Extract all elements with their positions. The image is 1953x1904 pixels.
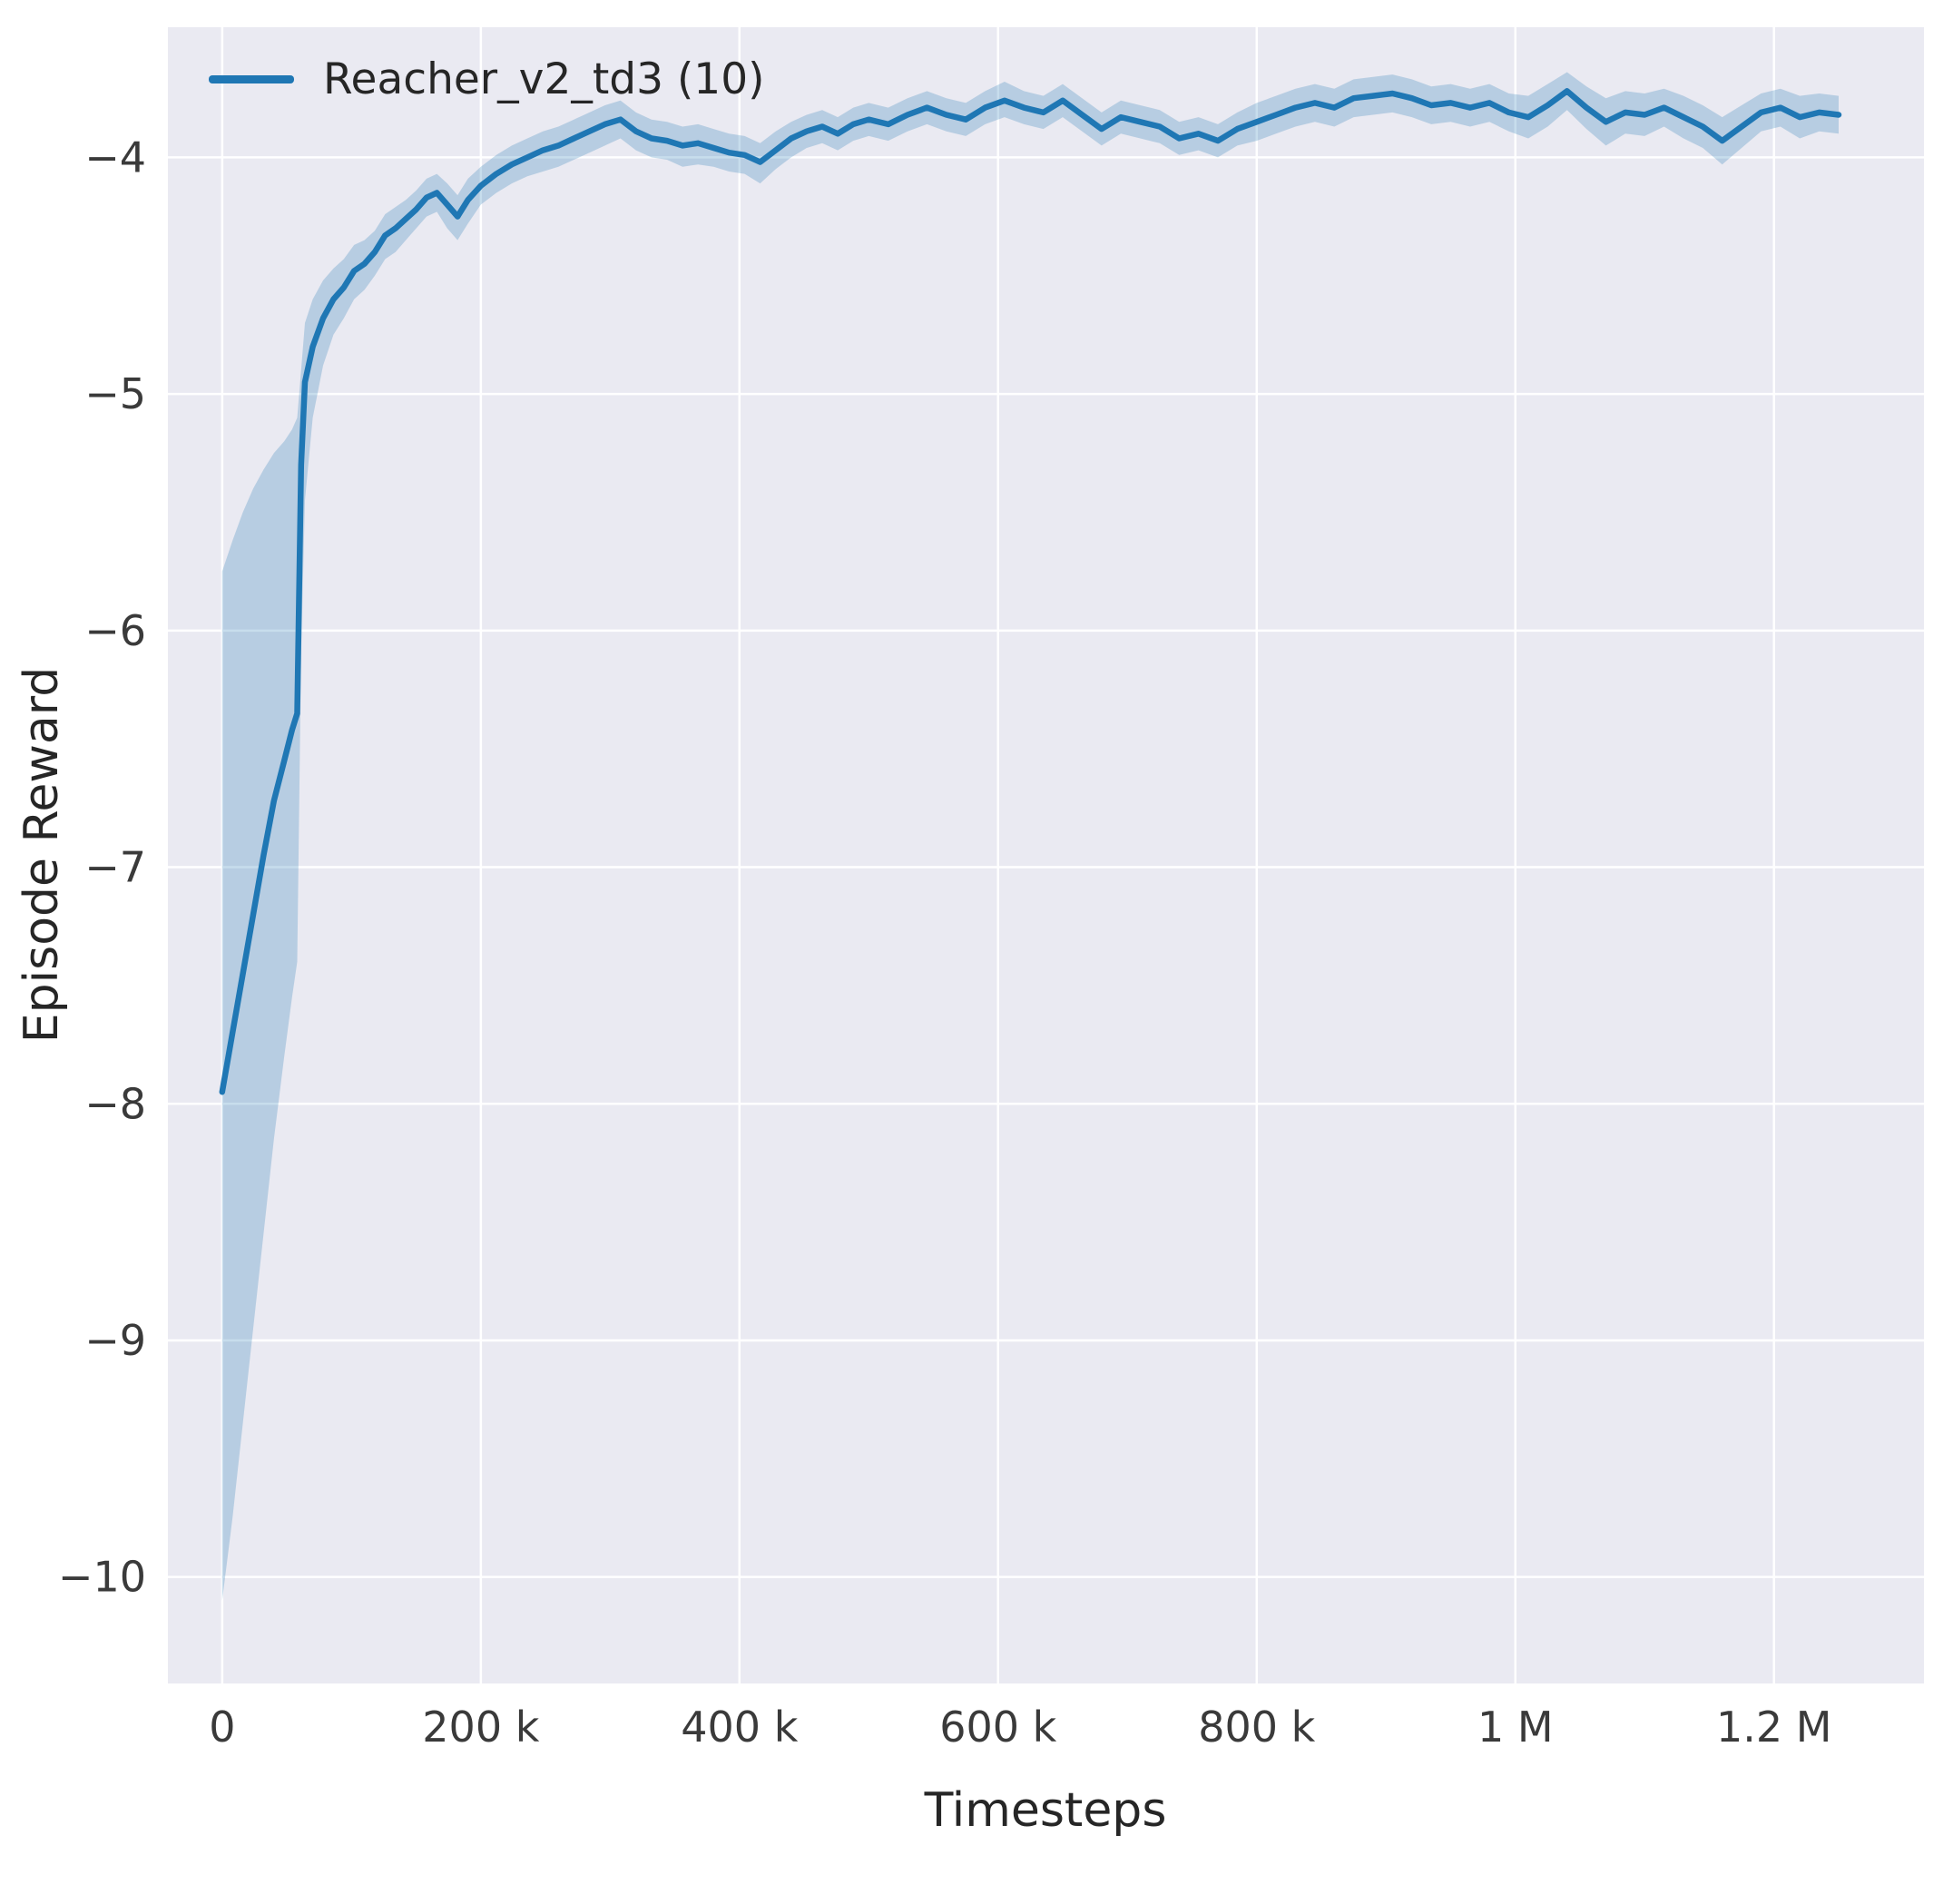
- y-axis-label: Episode Reward: [15, 666, 69, 1044]
- y-tick-label: −6: [84, 606, 146, 655]
- y-tick-label: −7: [84, 843, 146, 892]
- x-tick-label: 0: [209, 1703, 235, 1752]
- y-tick-label: −8: [84, 1079, 146, 1128]
- legend-line-swatch: [209, 75, 294, 83]
- y-tick-label: −9: [84, 1316, 146, 1365]
- y-tick-label: −5: [84, 369, 146, 418]
- y-tick-label: −10: [58, 1553, 146, 1602]
- x-tick-label: 1.2 M: [1716, 1703, 1831, 1752]
- x-tick-label: 800 k: [1198, 1703, 1315, 1752]
- plot-background: [168, 27, 1924, 1683]
- x-tick-label: 200 k: [422, 1703, 539, 1752]
- y-tick-label: −4: [84, 132, 146, 182]
- x-tick-label: 600 k: [939, 1703, 1056, 1752]
- x-axis-label: Timesteps: [924, 1783, 1167, 1838]
- x-tick-label: 400 k: [681, 1703, 798, 1752]
- x-tick-label: 1 M: [1477, 1703, 1554, 1752]
- mean-line: [219, 88, 1842, 1095]
- confidence-band: [221, 72, 1839, 1601]
- legend-label: Reacher_v2_td3 (10): [323, 54, 765, 104]
- legend: Reacher_v2_td3 (10): [209, 54, 764, 104]
